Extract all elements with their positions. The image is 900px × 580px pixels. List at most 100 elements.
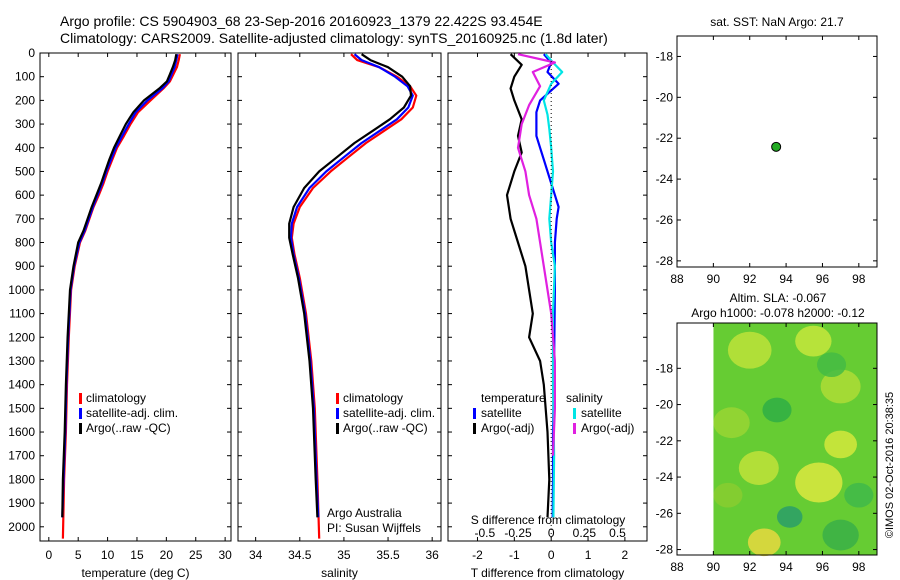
y-tick-label: -28: [656, 254, 674, 268]
salinity-tick-label: -0.5: [475, 526, 496, 540]
legend-label: Argo(..raw -QC): [86, 421, 171, 435]
x-tick-label: 0: [45, 548, 52, 562]
legend-label: Argo(-adj): [481, 421, 534, 435]
y-tick-label: 700: [15, 212, 35, 226]
x-tick-label: 88: [670, 560, 684, 574]
series-line: [535, 53, 560, 518]
y-tick-label: 1100: [9, 307, 35, 321]
x-tick-label: -1: [509, 548, 520, 562]
profile-panel-sal: 34 34.5 35 35.5 36 salinity: [237, 52, 442, 580]
sla-patch: [738, 451, 779, 485]
legend-swatch: [336, 408, 339, 419]
y-tick-label: -26: [656, 213, 674, 227]
legend-swatch: [573, 423, 576, 434]
legend-label: Argo(..raw -QC): [343, 421, 428, 435]
salinity-tick-label: 0.25: [573, 526, 597, 540]
map-title: sat. SST: NaN Argo: 21.7: [710, 15, 844, 29]
x-tick-label: 92: [743, 272, 757, 286]
x-tick-label: 90: [707, 272, 721, 286]
legend-swatch: [473, 423, 476, 434]
y-tick-label: 1400: [8, 378, 35, 392]
salinity-tick-label: 0.5: [609, 526, 626, 540]
series-line: [288, 53, 413, 518]
y-tick-label: 800: [15, 236, 35, 250]
y-tick-label: 600: [15, 188, 35, 202]
x-tick-label: 35: [337, 548, 351, 562]
sla-patch: [820, 369, 861, 404]
y-tick-label: 400: [15, 141, 35, 155]
y-tick-label: -28: [656, 543, 674, 557]
y-tick-label: 0: [28, 46, 35, 60]
panel-frame: [237, 52, 442, 542]
annotation-text: PI: Susan Wijffels: [327, 521, 421, 535]
legend-swatch: [336, 423, 339, 434]
credit-text: ©IMOS 02-Oct-2016 20:38:35: [884, 392, 896, 538]
y-tick-label: -26: [656, 506, 674, 520]
map-title: Altim. SLA: -0.067: [730, 291, 827, 305]
x-axis-label: temperature (deg C): [81, 566, 189, 580]
y-tick-label: 500: [15, 164, 35, 178]
x-tick-label: 94: [779, 272, 793, 286]
y-tick-label: 100: [15, 70, 35, 84]
x-axis-label: T difference from climatology: [471, 566, 625, 580]
y-tick-label: 1700: [8, 449, 35, 463]
sla-patch: [795, 325, 832, 357]
salinity-axis-label: S difference from climatology: [471, 513, 626, 527]
sla-patch: [795, 462, 843, 503]
sla-patch: [817, 352, 847, 378]
x-tick-label: 90: [707, 560, 721, 574]
y-tick-label: 200: [15, 93, 35, 107]
legend-label: climatology: [343, 391, 403, 405]
legend-swatch: [79, 408, 82, 419]
annotation-text: Argo Australia: [327, 506, 402, 520]
map-panel-map_sla: -18 -20 -22 -24 -26 -28 88 90 92 94 96 98: [656, 322, 878, 574]
x-tick-label: 92: [743, 560, 757, 574]
y-tick-label: 1000: [8, 283, 35, 297]
x-axis-label: salinity: [321, 566, 358, 580]
legend-swatch: [336, 393, 339, 404]
y-tick-label: -18: [656, 361, 674, 375]
sla-patch: [777, 506, 803, 528]
sla-patch: [762, 397, 792, 423]
map-frame: [676, 322, 878, 556]
map-subtitle: Argo h1000: -0.078 h2000: -0.12: [691, 306, 865, 320]
sla-patch: [747, 528, 781, 557]
salinity-tick-label: 0: [548, 526, 555, 540]
x-tick-label: 20: [160, 548, 174, 562]
x-tick-label: 30: [218, 548, 232, 562]
map-frame: [676, 35, 878, 268]
series-line: [516, 53, 557, 456]
x-tick-label: 15: [130, 548, 144, 562]
y-tick-label: -24: [656, 470, 674, 484]
profile-title: Argo profile: CS 5904903_68 23-Sep-2016 …: [60, 13, 543, 29]
y-tick-label: -20: [656, 398, 674, 412]
salinity-tick-label: -0.25: [504, 526, 532, 540]
legend-label: satellite-adj. clim.: [343, 406, 435, 420]
x-tick-label: 88: [670, 272, 684, 286]
legend-label: satellite-adj. clim.: [86, 406, 178, 420]
legend-label: satellite: [481, 406, 522, 420]
y-tick-label: -24: [656, 172, 674, 186]
series-line: [505, 53, 551, 518]
sla-patch: [713, 407, 750, 439]
y-tick-label: 900: [15, 259, 35, 273]
sla-patch: [822, 519, 859, 551]
x-tick-label: 0: [548, 548, 555, 562]
y-tick-label: 300: [15, 117, 35, 131]
x-tick-label: 2: [622, 548, 629, 562]
y-tick-label: 1800: [8, 472, 35, 486]
y-tick-label: -22: [656, 131, 674, 145]
x-tick-label: 34: [249, 548, 263, 562]
y-tick-label: -18: [656, 49, 674, 63]
y-tick-label: -22: [656, 434, 674, 448]
x-tick-label: 5: [75, 548, 82, 562]
sla-patch: [727, 331, 772, 369]
x-tick-label: 96: [816, 272, 830, 286]
x-tick-label: 34.5: [288, 548, 312, 562]
sla-patch: [713, 482, 743, 508]
y-tick-label: 1300: [8, 354, 35, 368]
x-tick-label: 35.5: [376, 548, 400, 562]
y-tick-label: 1200: [8, 330, 35, 344]
sla-patch: [844, 482, 874, 508]
legend-heading: temperature: [481, 391, 546, 405]
